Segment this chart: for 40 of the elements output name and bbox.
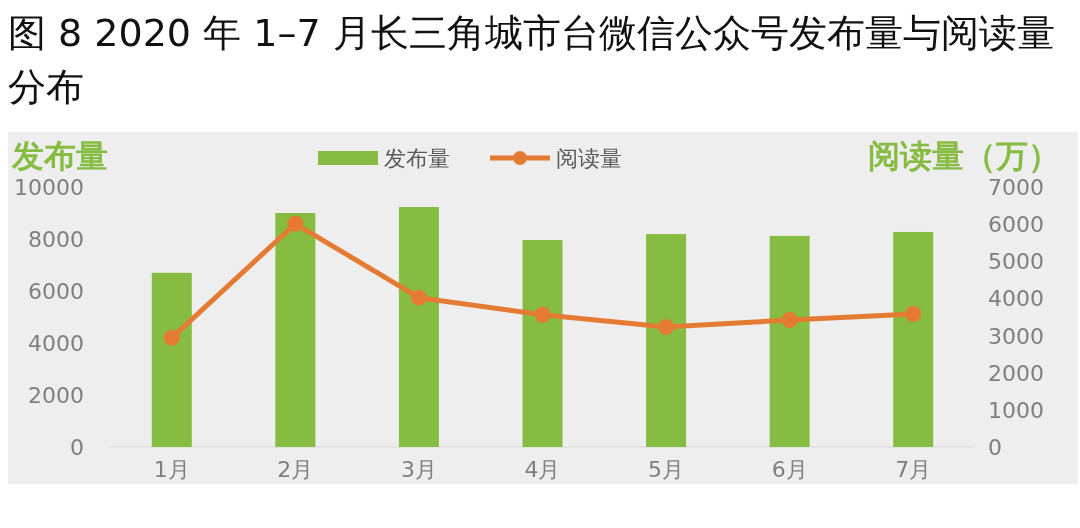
point — [534, 306, 551, 323]
chart-title: 图 8 2020 年 1–7 月长三角城市台微信公众号发布量与阅读量分布 — [8, 11, 1055, 109]
y-tick-label: 10000 — [14, 175, 84, 200]
y2-tick-label: 4000 — [988, 286, 1044, 312]
point — [658, 319, 675, 336]
y2-tick-label: 7000 — [988, 175, 1044, 200]
x-tick-label: 4月 — [524, 457, 561, 482]
x-tick-label: 1月 — [153, 457, 190, 482]
point — [287, 215, 304, 232]
x-tick-label: 7月 — [895, 457, 932, 482]
bar — [522, 240, 563, 447]
x-tick-label: 6月 — [771, 457, 808, 482]
y-tick-label: 2000 — [28, 383, 84, 408]
y2-tick-label: 6000 — [988, 212, 1044, 238]
y-axis-title: 发布量 — [11, 137, 108, 175]
y2-tick-label: 1000 — [988, 397, 1044, 423]
x-tick-label: 2月 — [277, 457, 314, 482]
point — [905, 306, 922, 323]
y2-tick-label: 5000 — [988, 249, 1044, 275]
y2-tick-label: 3000 — [988, 323, 1044, 349]
x-tick-label: 3月 — [400, 457, 437, 482]
x-tick-label: 5月 — [648, 457, 685, 482]
bar — [275, 213, 316, 447]
legend-label: 发布量 — [384, 146, 450, 171]
point — [163, 329, 180, 346]
y2-axis-title: 阅读量（万） — [868, 137, 1060, 175]
bar — [893, 231, 934, 447]
bar — [769, 235, 810, 447]
y-tick-label: 0 — [70, 435, 84, 460]
legend-label: 阅读量 — [556, 146, 622, 171]
bar — [151, 272, 192, 447]
y2-tick-label: 0 — [988, 435, 1002, 460]
y-tick-label: 4000 — [28, 331, 84, 356]
point — [781, 311, 798, 328]
y-tick-label: 6000 — [28, 279, 84, 304]
bar — [398, 207, 439, 447]
y-tick-label: 8000 — [28, 227, 84, 252]
point — [410, 289, 427, 306]
y2-tick-label: 2000 — [988, 360, 1044, 386]
bar — [646, 234, 687, 447]
